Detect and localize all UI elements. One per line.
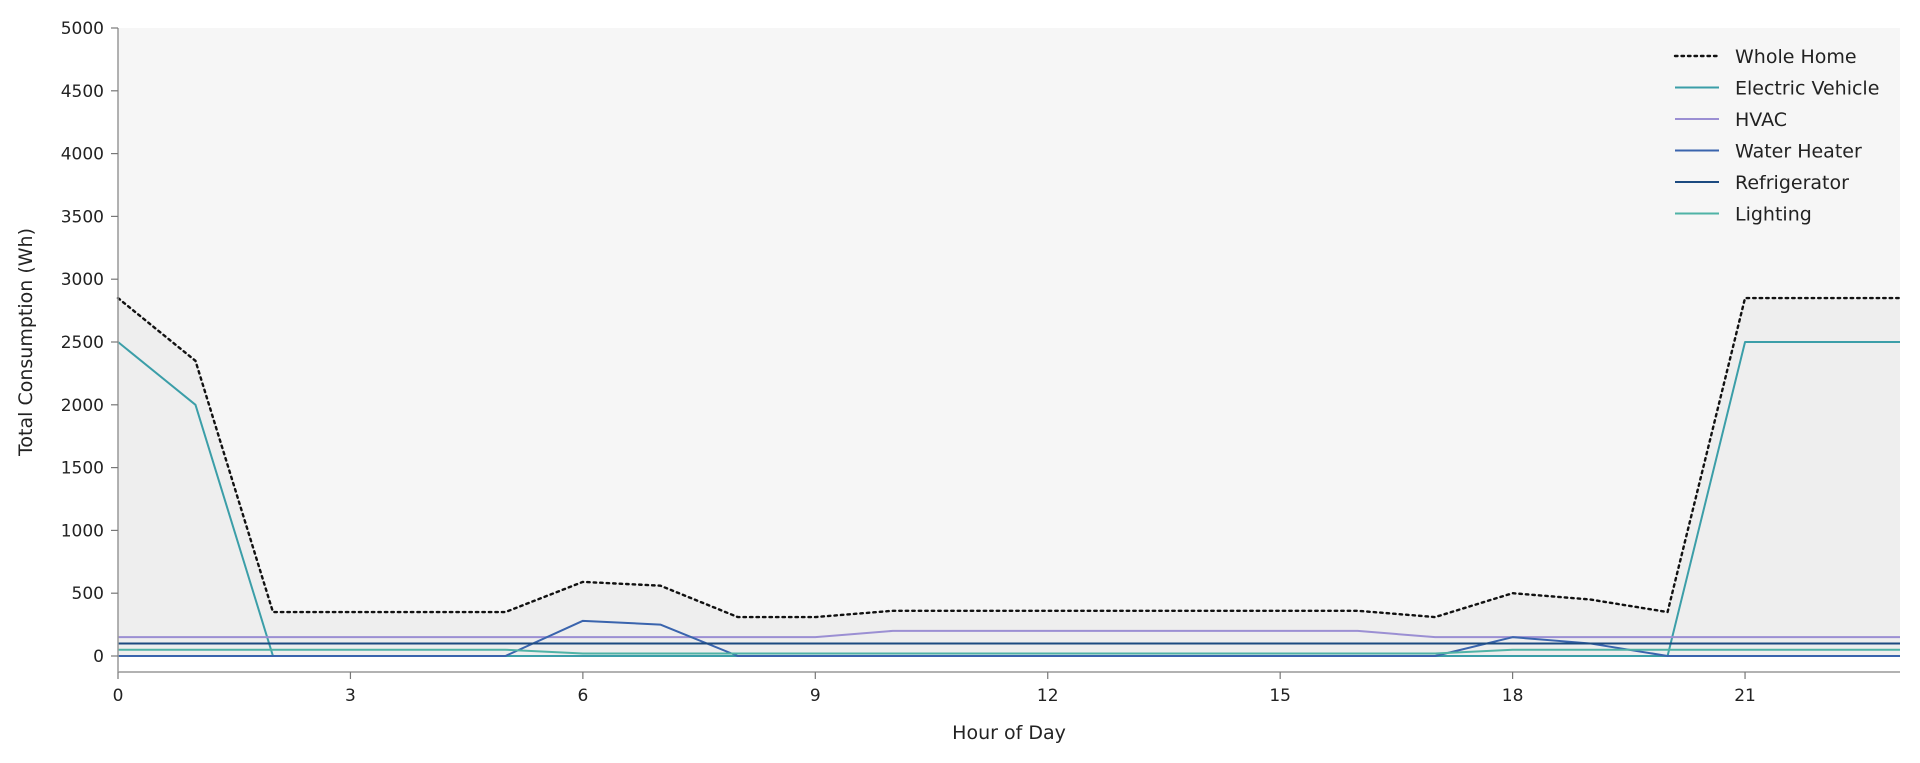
plot-background [118,28,1900,656]
y-tick-label: 4500 [61,82,104,102]
x-tick-label: 9 [810,686,821,706]
y-ticks: 0 500 1000 1500 2000 2500 3000 3500 4000 4500 5000 [61,19,118,667]
y-axis-title: Total Consumption (Wh) [15,228,37,457]
y-tick-label: 2000 [61,396,104,416]
y-tick-label: 0 [93,647,104,667]
y-tick-label: 5000 [61,19,104,39]
legend-entry-hvac: HVAC [1675,109,1787,131]
legend-entry-refrigerator: Refrigerator [1675,172,1849,194]
y-tick-label: 4000 [61,145,104,165]
series-layer [116,296,1902,657]
legend-label: Whole Home [1735,46,1857,68]
legend-label: Refrigerator [1735,172,1849,194]
legend-entry-water-heater: Water Heater [1675,141,1862,163]
x-tick-label: 0 [113,686,124,706]
legend-entry-whole-home: Whole Home [1673,46,1857,68]
x-tick-label: 15 [1269,686,1291,706]
y-tick-label: 3000 [61,270,104,290]
series-line-hvac [118,629,1900,639]
legend-entry-electric-vehicle: Electric Vehicle [1675,78,1879,100]
x-tick-label: 18 [1502,686,1524,706]
series-line-water-heater [118,619,1900,657]
y-tick-label: 500 [72,584,104,604]
legend-entry-lighting: Lighting [1675,204,1812,226]
x-tick-label: 6 [577,686,588,706]
legend-label: Lighting [1735,204,1812,226]
legend-label: Electric Vehicle [1735,78,1879,100]
x-tick-label: 12 [1037,686,1059,706]
x-ticks: 0 3 6 9 12 15 18 21 [113,672,1756,706]
x-axis-title: Hour of Day [952,722,1066,744]
legend-label: HVAC [1735,109,1787,131]
y-tick-label: 2500 [61,333,104,353]
x-tick-label: 21 [1734,686,1756,706]
series-line-whole-home [116,296,1902,619]
y-tick-label: 1500 [61,459,104,479]
x-tick-label: 3 [345,686,356,706]
series-line-lighting [118,648,1900,655]
y-tick-label: 3500 [61,207,104,227]
legend: Whole Home Electric Vehicle HVAC Water Heat… [1673,46,1879,226]
legend-label: Water Heater [1735,141,1862,163]
whole-home-area [118,298,1900,656]
y-tick-label: 1000 [61,521,104,541]
